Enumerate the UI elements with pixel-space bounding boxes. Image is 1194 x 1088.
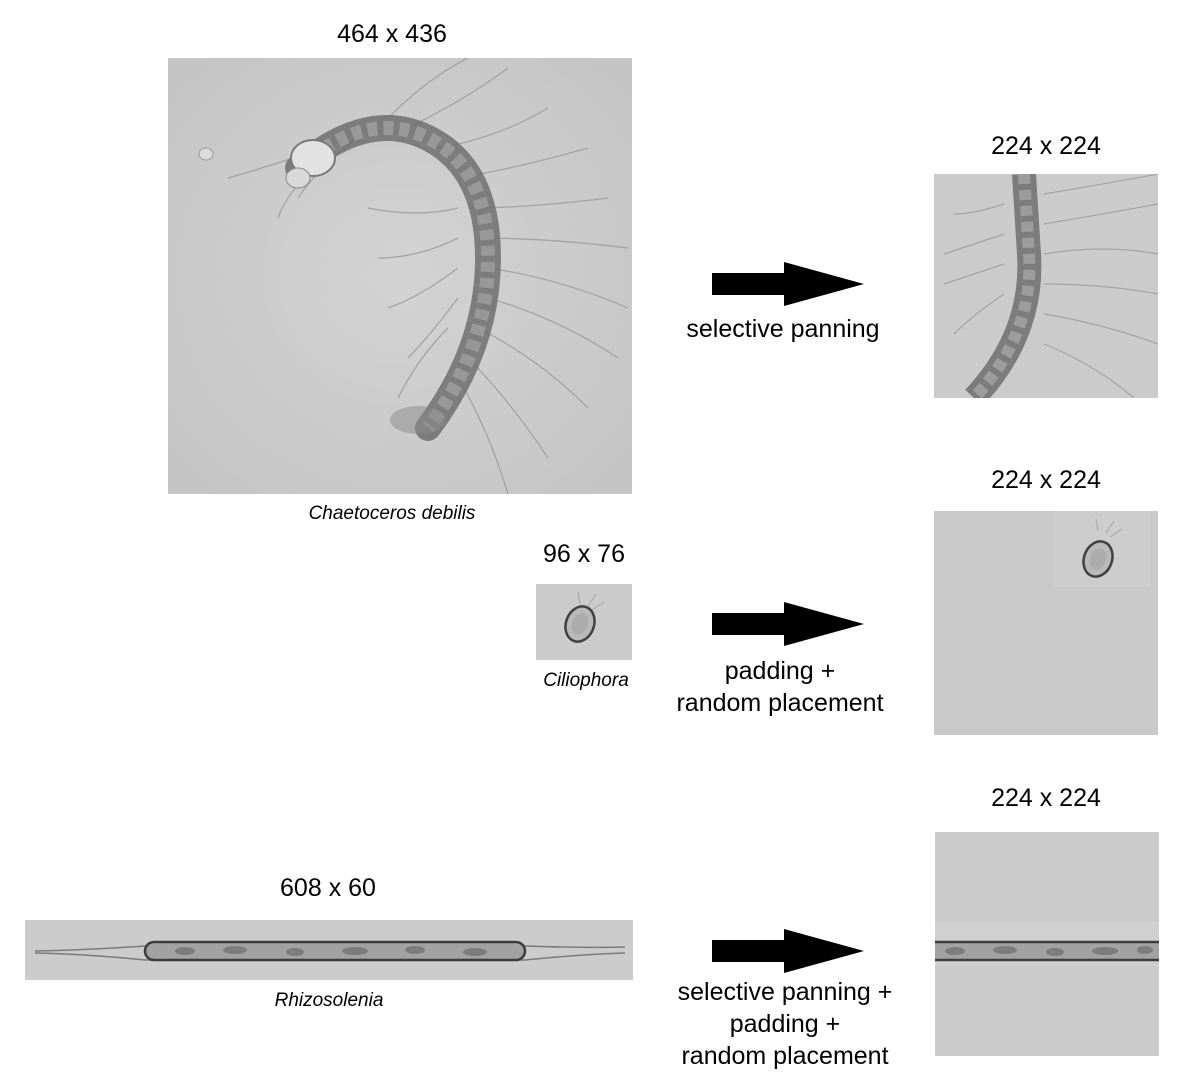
species-label-ciliophora: Ciliophora: [543, 670, 629, 691]
rhizosolenia-source-drawing: [25, 920, 633, 980]
ciliophora-target-image: [934, 511, 1158, 735]
rhizosolenia-target-image: [935, 832, 1159, 1056]
operation-label-row2: padding + random placement: [655, 655, 905, 719]
target-dims-label-row1: 224 x 224: [991, 132, 1101, 160]
right-arrow-icon: [712, 929, 864, 973]
ciliophora-source-drawing: [536, 584, 632, 660]
chaetoceros-target-drawing: [934, 174, 1158, 398]
species-label-chaetoceros: Chaetoceros debilis: [308, 503, 476, 524]
operation-line: random placement: [676, 689, 884, 717]
arrow-icon-row1: [712, 262, 864, 306]
source-dims-label-chaetoceros: 464 x 436: [337, 20, 447, 48]
target-dims-label-row3: 224 x 224: [991, 784, 1101, 812]
operation-line: random placement: [681, 1042, 889, 1070]
operation-label-row1: selective panning: [668, 313, 898, 345]
operation-line: padding +: [729, 1010, 841, 1038]
chaetoceros-source-image: [168, 58, 632, 494]
arrow-icon-row3: [712, 929, 864, 973]
source-dims-label-ciliophora: 96 x 76: [542, 540, 625, 568]
right-arrow-icon: [712, 262, 864, 306]
operation-label-row3: selective panning + padding + random pla…: [645, 976, 925, 1072]
ciliophora-source-image: [536, 584, 632, 660]
chaetoceros-source-drawing: [168, 58, 632, 494]
chaetoceros-target-image: [934, 174, 1158, 398]
rhizosolenia-target-drawing: [935, 832, 1159, 1056]
arrow-icon-row2: [712, 602, 864, 646]
ciliophora-target-drawing: [934, 511, 1158, 735]
species-label-rhizosolenia: Rhizosolenia: [274, 990, 384, 1011]
operation-line: selective panning +: [677, 978, 893, 1006]
rhizosolenia-source-image: [25, 920, 633, 980]
operation-line: padding +: [724, 657, 836, 685]
target-dims-label-row2: 224 x 224: [991, 466, 1101, 494]
source-dims-label-rhizosolenia: 608 x 60: [280, 874, 376, 902]
right-arrow-icon: [712, 602, 864, 646]
operation-line: selective panning: [686, 315, 880, 343]
